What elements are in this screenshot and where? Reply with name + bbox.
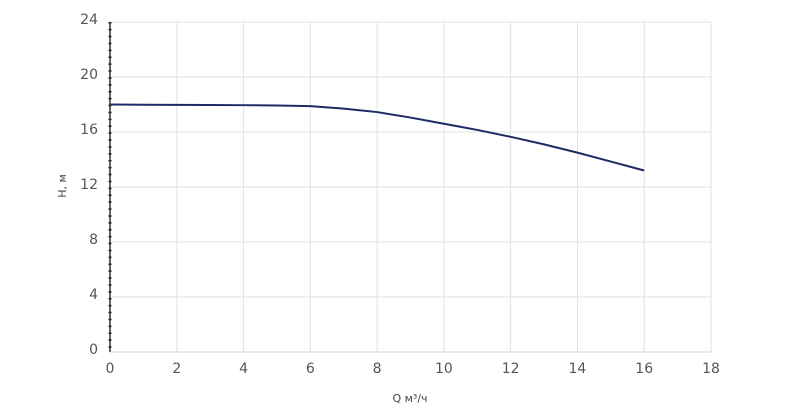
- x-tick-label: 6: [306, 361, 315, 377]
- y-tick-label: 12: [80, 177, 98, 193]
- x-tick-label: 8: [373, 361, 382, 377]
- x-tick-label: 10: [435, 361, 453, 377]
- x-tick-label: 12: [502, 361, 520, 377]
- y-axis-title: H, м: [56, 174, 69, 198]
- x-tick-label: 14: [569, 361, 587, 377]
- x-tick-label: 2: [172, 361, 181, 377]
- data-line: [109, 103, 645, 172]
- x-tick-label: 0: [106, 361, 115, 377]
- y-tick-label: 0: [89, 342, 98, 358]
- y-tick-label: 20: [80, 67, 98, 83]
- y-tick-label: 8: [89, 232, 98, 248]
- y-tick-label: 24: [80, 12, 98, 28]
- x-tick-label: 18: [702, 361, 720, 377]
- y-tick-label: 16: [80, 122, 98, 138]
- x-tick-label: 4: [239, 361, 248, 377]
- y-tick-label: 4: [89, 287, 98, 303]
- x-axis-title: Q м³/ч: [392, 392, 427, 405]
- x-tick-label: 16: [635, 361, 653, 377]
